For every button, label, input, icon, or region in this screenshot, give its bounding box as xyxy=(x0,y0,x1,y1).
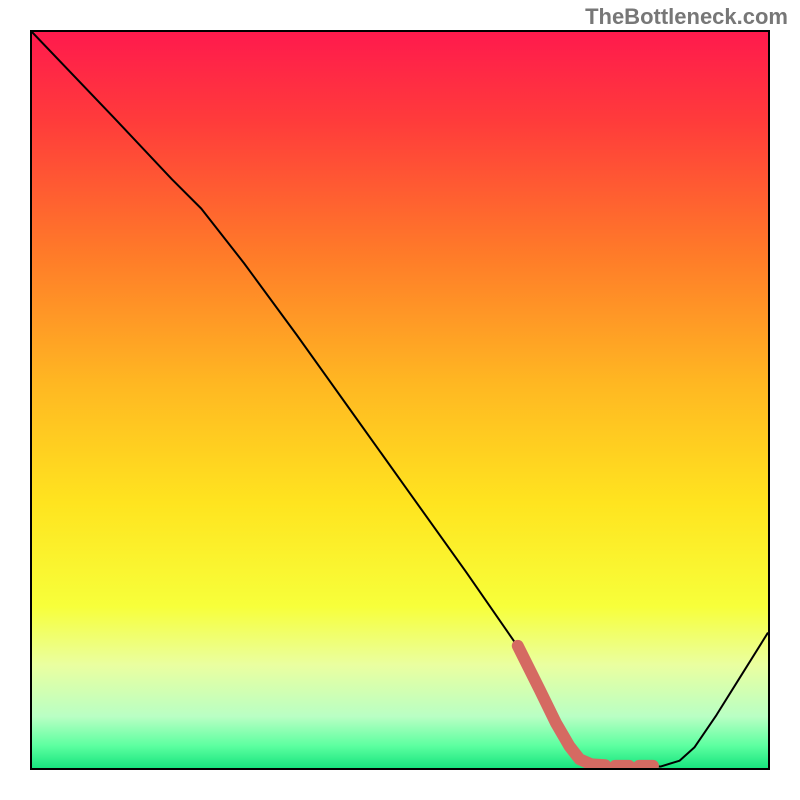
main-curve xyxy=(32,32,768,767)
plot-svg xyxy=(32,32,768,768)
highlight-curve xyxy=(518,646,592,764)
plot-area xyxy=(30,30,770,770)
watermark-text: TheBottleneck.com xyxy=(585,4,788,30)
highlight-curve-dashed xyxy=(591,764,657,765)
